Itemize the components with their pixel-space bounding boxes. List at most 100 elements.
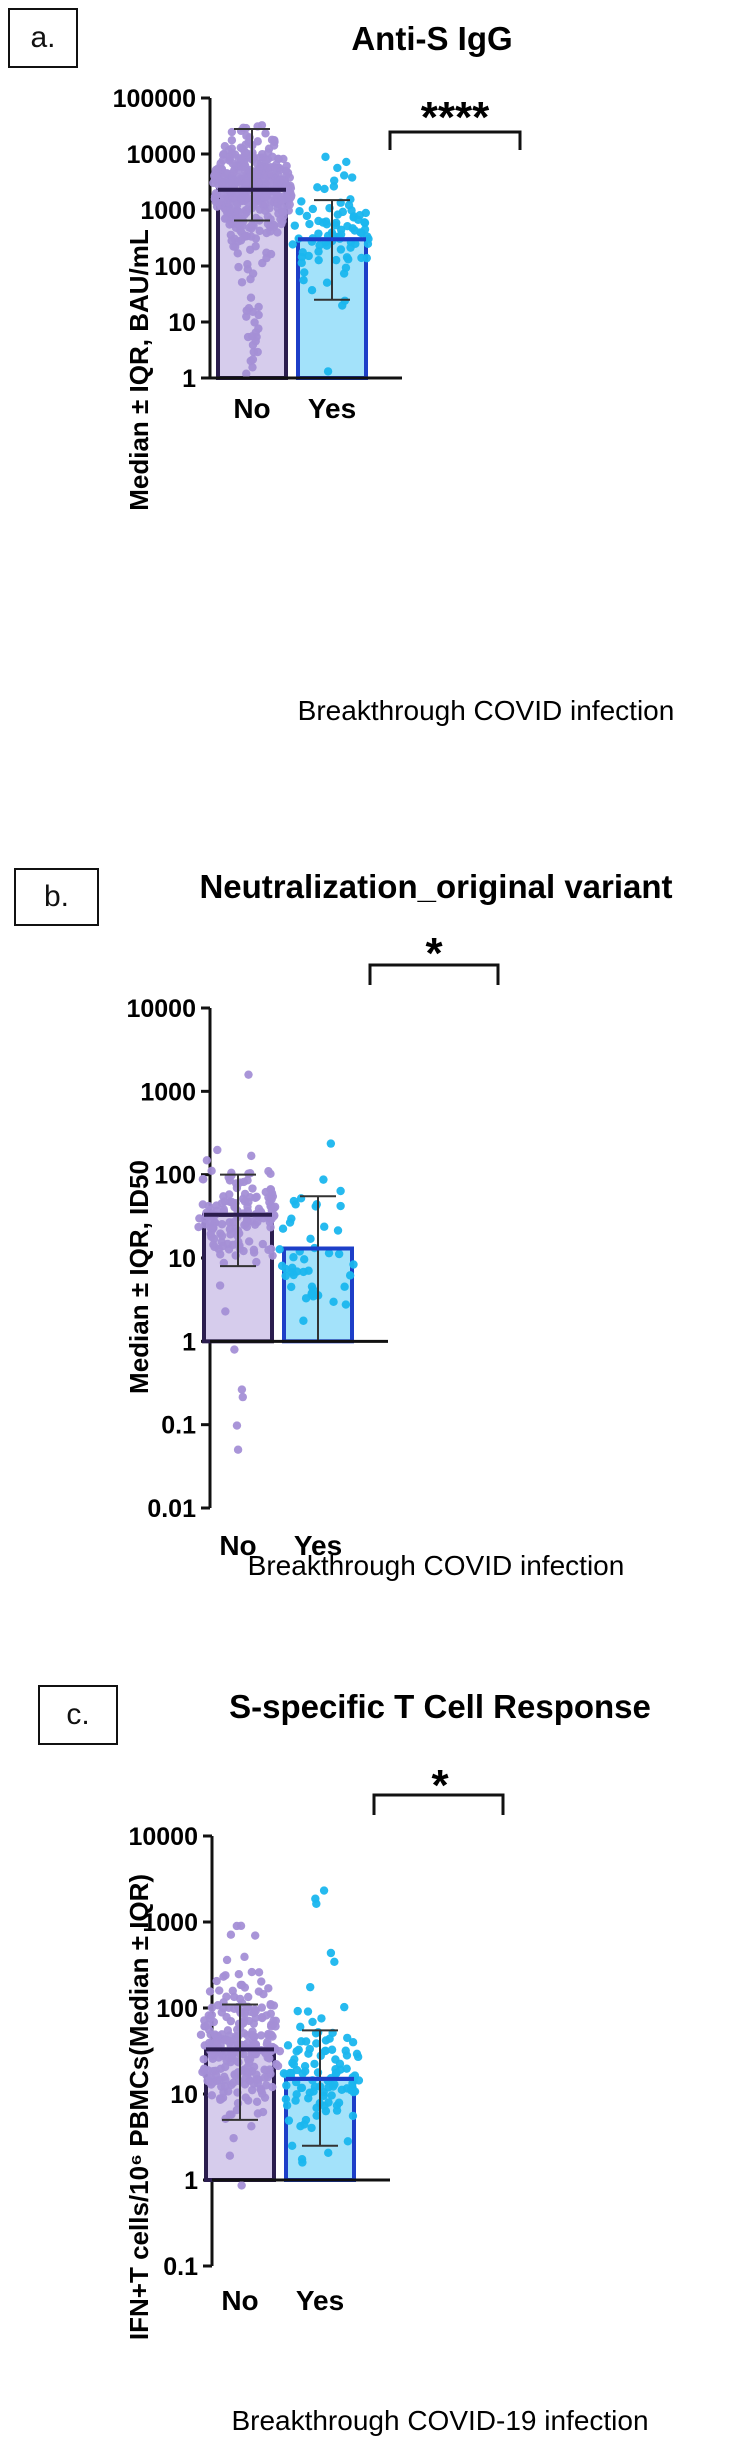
significance-bracket: *	[372, 1761, 505, 1815]
data-point	[246, 293, 256, 302]
chart-panel-c: S-specific T Cell Response * 0.1 1 10 100 10…	[124, 1688, 651, 2436]
data-point	[322, 241, 332, 250]
data-point	[292, 1267, 302, 1276]
data-point	[248, 363, 257, 372]
data-point	[261, 129, 270, 138]
data-point	[334, 1249, 344, 1259]
data-point	[243, 1992, 253, 2002]
y-tick-label: 10000	[126, 141, 196, 169]
data-point	[254, 302, 263, 312]
data-point	[269, 163, 279, 172]
x-category-label: Yes	[294, 1530, 342, 1561]
data-point	[234, 262, 243, 272]
data-point	[241, 2093, 250, 2102]
data-point	[250, 318, 259, 327]
data-point	[283, 168, 293, 178]
data-point	[236, 1980, 246, 1990]
chart-title: Neutralization_original variant	[199, 868, 672, 905]
data-point	[343, 222, 352, 231]
data-point	[244, 1237, 254, 1246]
data-point	[229, 2078, 238, 2088]
data-point	[255, 226, 264, 236]
data-point	[227, 172, 237, 181]
data-point	[243, 260, 252, 269]
data-point	[282, 161, 291, 171]
data-point	[227, 127, 237, 137]
data-point	[248, 355, 258, 364]
data-point	[216, 2064, 225, 2073]
data-point	[282, 2081, 291, 2090]
data-point	[304, 2094, 313, 2103]
plot-area: 1 10 100 1000 10000 100000 No Yes	[113, 85, 402, 424]
data-point	[247, 1967, 257, 1977]
x-axis-label: Breakthrough COVID-19 infection	[231, 2405, 648, 2436]
data-point	[234, 1970, 244, 1979]
y-tick-label: 10	[168, 1245, 196, 1273]
data-point	[329, 182, 339, 191]
y-tick-label: 10	[170, 2081, 198, 2109]
panel-label-a: a.	[8, 8, 78, 68]
data-point	[290, 221, 300, 230]
data-point	[254, 1968, 264, 1977]
data-point	[208, 1225, 217, 1234]
data-point	[237, 194, 246, 203]
data-point	[207, 2010, 217, 2020]
data-point	[269, 220, 278, 230]
data-point	[266, 1169, 275, 1179]
data-point	[336, 245, 346, 254]
data-point	[349, 1260, 358, 1269]
data-point	[294, 2045, 303, 2055]
data-point	[266, 1185, 275, 1194]
data-point	[299, 1255, 309, 1264]
data-point	[247, 1151, 256, 1161]
data-point	[250, 2040, 259, 2049]
data-point	[329, 1297, 338, 1307]
data-point	[196, 2030, 206, 2040]
data-point	[342, 157, 351, 167]
data-point	[321, 152, 330, 162]
data-point	[227, 236, 236, 245]
data-point	[258, 2107, 268, 2117]
data-point	[228, 159, 237, 168]
data-point	[229, 1217, 238, 1227]
data-point	[291, 2096, 300, 2105]
data-point	[242, 312, 251, 321]
data-point	[256, 2031, 266, 2040]
data-point	[352, 2049, 362, 2059]
data-point	[266, 2000, 275, 2010]
data-point	[315, 241, 324, 250]
x-category-label: Yes	[308, 393, 356, 424]
data-point	[261, 199, 270, 209]
chart-panel-a: Anti-S IgG **** 1 10 100 1000 10000 100000 No Y…	[113, 20, 675, 726]
data-point	[259, 1989, 268, 1999]
data-point	[343, 2033, 352, 2043]
data-point	[252, 1192, 261, 1202]
data-point	[263, 163, 272, 173]
data-point	[249, 347, 258, 357]
data-point	[213, 1145, 222, 1155]
data-point	[237, 161, 246, 171]
data-point	[336, 1201, 345, 1211]
y-tick-label: 0.1	[163, 2253, 198, 2281]
data-point	[262, 228, 271, 238]
data-point	[228, 1240, 238, 1250]
data-point	[202, 1156, 212, 1165]
data-point	[335, 2059, 345, 2069]
data-point	[230, 1345, 239, 1354]
data-point	[322, 278, 332, 287]
data-point	[215, 1986, 224, 1995]
y-tick-label: 1000	[140, 1078, 196, 1106]
data-point	[297, 2154, 307, 2164]
data-point	[238, 1194, 248, 1204]
data-point	[258, 1239, 268, 1249]
data-point	[211, 2070, 221, 2080]
data-point	[218, 1241, 228, 1251]
data-point	[323, 367, 333, 376]
data-point	[293, 2006, 302, 2016]
data-point	[337, 2085, 347, 2095]
data-point	[307, 1282, 317, 1291]
data-point	[221, 2036, 230, 2045]
data-point	[317, 2014, 326, 2023]
data-point	[244, 304, 254, 313]
data-point	[300, 268, 309, 277]
